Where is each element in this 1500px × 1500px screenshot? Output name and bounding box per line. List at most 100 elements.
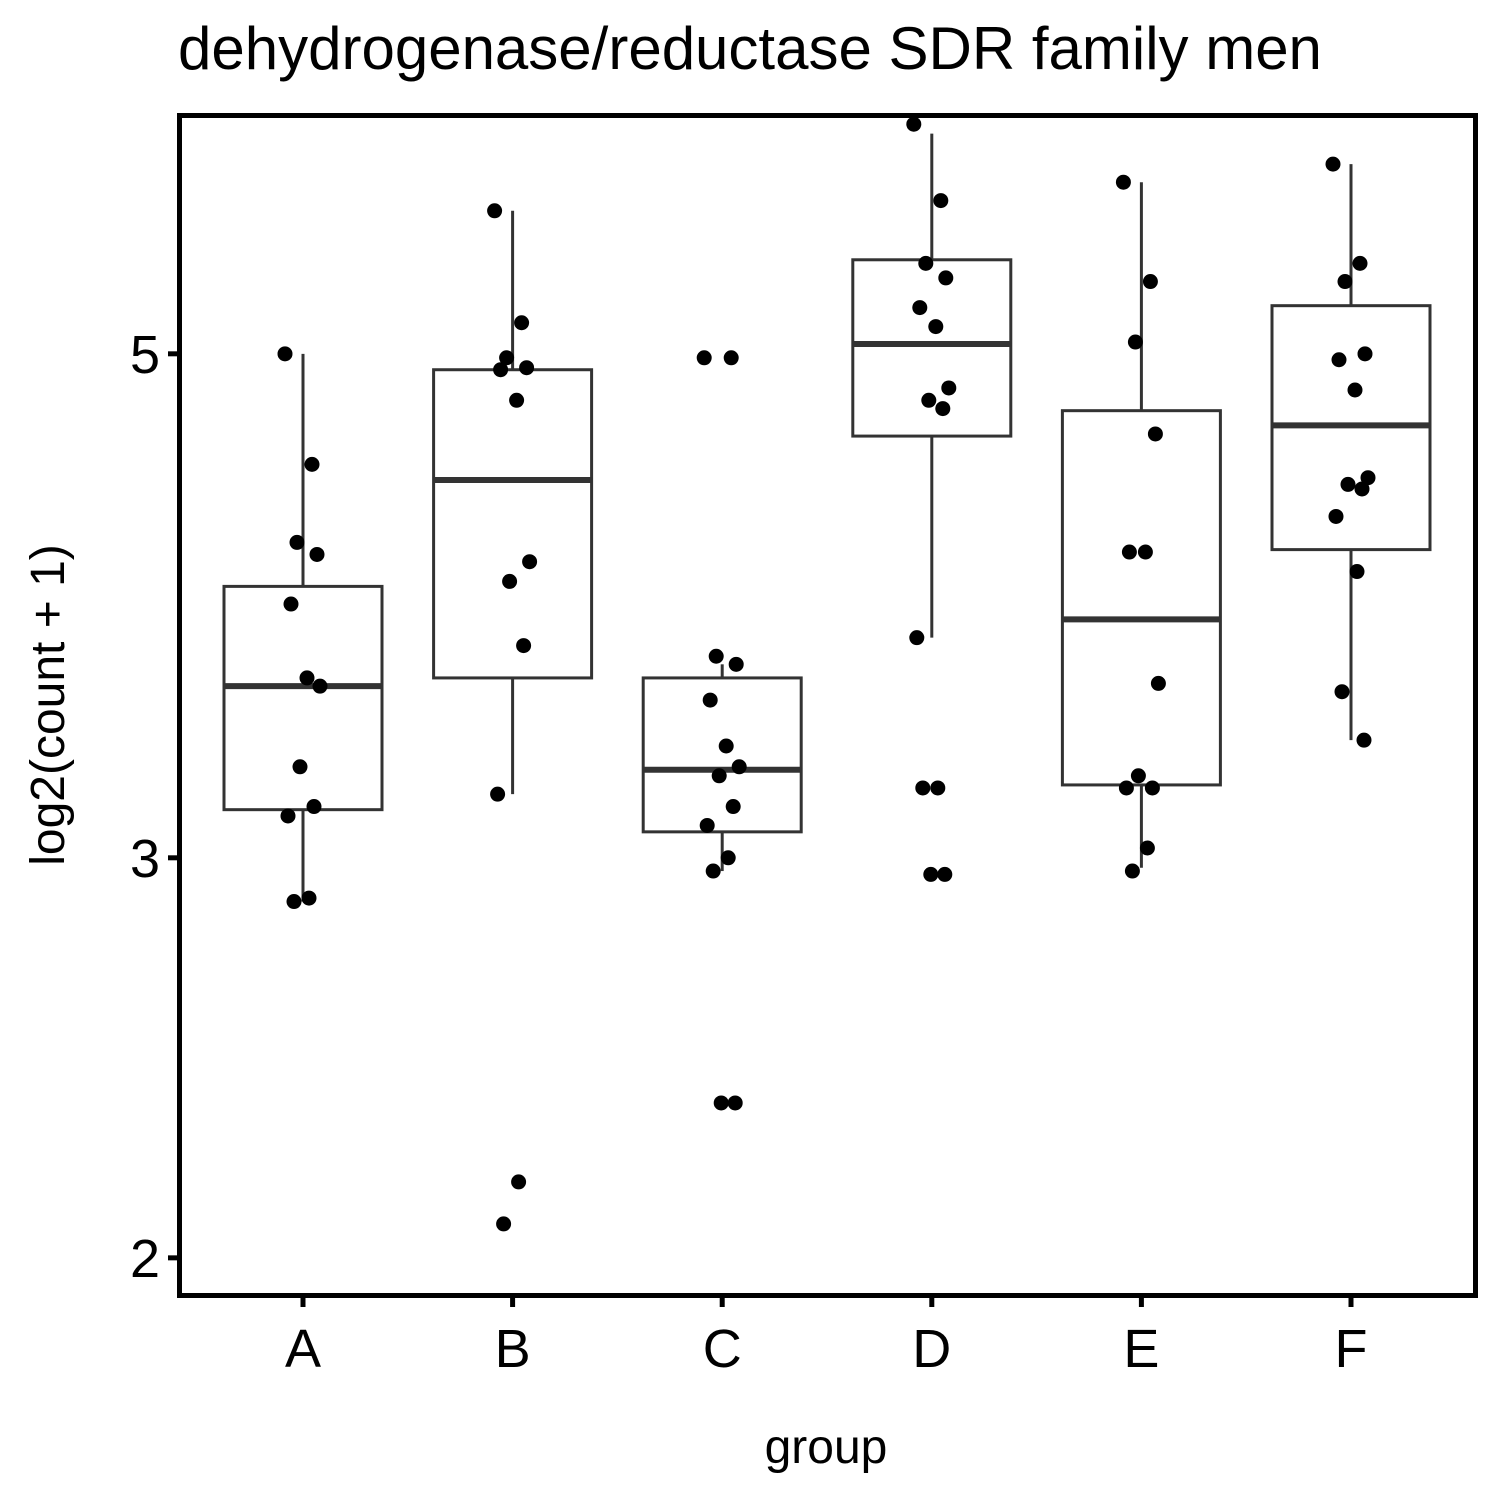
- x-tick-label: B: [495, 1319, 531, 1379]
- data-point: [718, 738, 734, 754]
- data-point: [728, 656, 744, 672]
- points-A: [277, 346, 328, 910]
- data-point: [1340, 476, 1356, 492]
- data-point: [292, 759, 308, 775]
- data-point: [918, 255, 934, 271]
- data-point: [516, 638, 532, 654]
- data-point: [933, 193, 949, 209]
- data-point: [299, 670, 315, 686]
- box-body: [641, 676, 803, 834]
- box-D: [851, 133, 1013, 638]
- data-point: [696, 350, 712, 366]
- data-point: [711, 768, 727, 784]
- data-point: [1147, 426, 1163, 442]
- x-tick-label: A: [285, 1319, 321, 1379]
- box-F: [1270, 164, 1432, 741]
- data-point: [509, 392, 525, 408]
- data-point: [1352, 255, 1368, 271]
- data-point: [487, 203, 503, 219]
- data-point: [725, 799, 741, 815]
- data-point: [705, 863, 721, 879]
- chart-title: dehydrogenase/reductase SDR family men: [178, 15, 1322, 82]
- data-point: [930, 780, 946, 796]
- data-point: [502, 573, 518, 589]
- data-point: [909, 630, 925, 646]
- data-point: [699, 817, 715, 833]
- data-point: [490, 786, 506, 802]
- data-point: [499, 350, 515, 366]
- data-point: [1130, 768, 1146, 784]
- data-point: [1139, 840, 1155, 856]
- data-point: [301, 890, 317, 906]
- y-axis: 2 3 5: [130, 325, 180, 1289]
- data-point: [1347, 382, 1363, 398]
- points-C: [696, 350, 747, 1111]
- data-point: [277, 346, 293, 362]
- data-point: [1357, 346, 1373, 362]
- data-point: [921, 392, 937, 408]
- data-point: [938, 270, 954, 286]
- data-point: [1328, 508, 1344, 524]
- points-D: [906, 116, 957, 882]
- data-point: [1121, 544, 1137, 560]
- data-point: [1115, 174, 1131, 190]
- box-C: [641, 664, 803, 872]
- data-point: [312, 678, 328, 694]
- data-point: [937, 866, 953, 882]
- data-point: [309, 546, 325, 562]
- data-point: [286, 894, 302, 910]
- data-point: [720, 850, 736, 866]
- points-B: [487, 203, 538, 1232]
- data-point: [1337, 274, 1353, 290]
- box-body: [432, 368, 594, 680]
- data-point: [713, 1095, 729, 1111]
- data-point: [1124, 863, 1140, 879]
- data-point: [1137, 544, 1153, 560]
- x-tick-label: C: [703, 1319, 742, 1379]
- data-point: [1356, 732, 1372, 748]
- box-B: [432, 210, 594, 795]
- box-A: [222, 353, 384, 902]
- data-point: [289, 534, 305, 550]
- y-axis-title: log2(count + 1): [22, 544, 75, 866]
- x-tick-label: F: [1335, 1319, 1368, 1379]
- data-point: [1354, 481, 1370, 497]
- data-point: [906, 116, 922, 132]
- data-point: [519, 360, 535, 376]
- data-point: [727, 1095, 743, 1111]
- data-point: [1325, 156, 1341, 172]
- y-tick-label: 3: [130, 829, 160, 889]
- box-body: [1060, 409, 1222, 787]
- data-point: [1142, 274, 1158, 290]
- data-point: [1331, 352, 1347, 368]
- data-point: [941, 380, 957, 396]
- x-tick-label: E: [1123, 1319, 1159, 1379]
- data-point: [1150, 675, 1166, 691]
- plot-panel-border: [177, 113, 1478, 1298]
- data-point: [702, 692, 718, 708]
- data-point: [935, 401, 951, 417]
- data-point: [280, 808, 296, 824]
- data-point: [514, 315, 530, 331]
- box-E: [1060, 182, 1222, 868]
- plot-marks: [222, 116, 1432, 1232]
- data-point: [304, 456, 320, 472]
- data-point: [708, 648, 724, 664]
- points-F: [1325, 156, 1376, 748]
- data-point: [306, 799, 322, 815]
- data-point: [1144, 780, 1160, 796]
- data-point: [522, 554, 538, 570]
- data-point: [912, 300, 928, 316]
- box-body: [222, 584, 384, 812]
- data-point: [923, 866, 939, 882]
- x-axis: A B C D E F: [285, 1295, 1368, 1379]
- data-point: [928, 319, 944, 335]
- data-point: [283, 596, 299, 612]
- data-point: [1360, 470, 1376, 486]
- data-point: [723, 350, 739, 366]
- data-point: [915, 780, 931, 796]
- data-point: [493, 362, 509, 378]
- data-point: [1127, 334, 1143, 350]
- data-point: [1334, 684, 1350, 700]
